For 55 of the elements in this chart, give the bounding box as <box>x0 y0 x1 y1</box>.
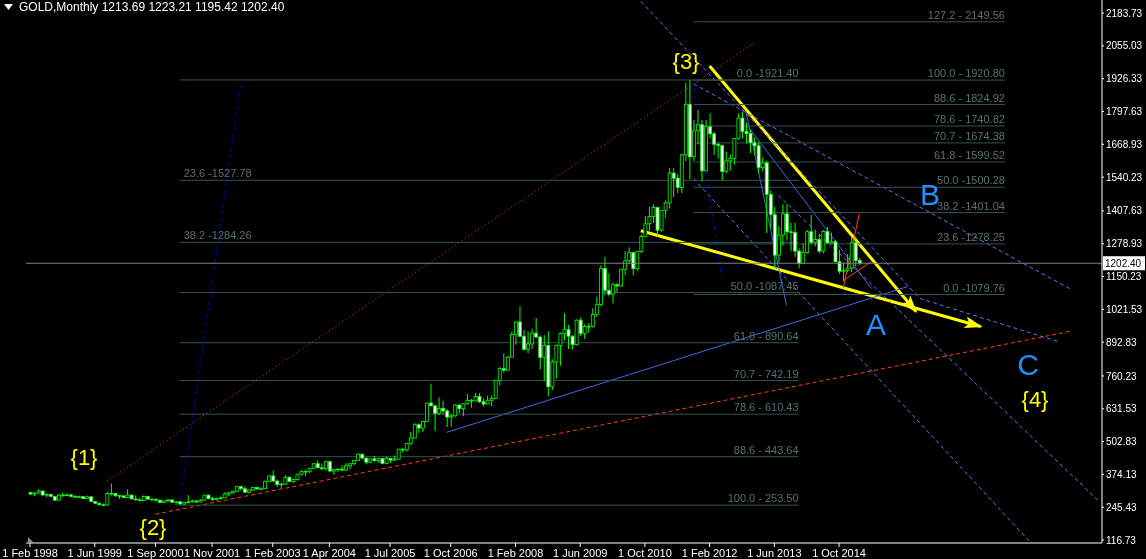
chart-title: GOLD,Monthly 1213.69 1223.21 1195.42 1202.40 <box>19 0 285 14</box>
annotation: 50.0 -1500.28 <box>937 174 1005 187</box>
annotation: {4} <box>1021 387 1049 412</box>
annotation: 88.6 - 443.64 <box>733 443 799 456</box>
annotation: 100.0 - 1920.80 <box>927 67 1005 80</box>
annotation: 78.6 - 1740.82 <box>933 112 1005 125</box>
annotation: A <box>865 308 887 341</box>
annotation: 23.6 -1527.78 <box>183 167 252 180</box>
x-tick-label: 1 Sep 2000 <box>127 546 184 559</box>
y-tick-label: 1926.33 <box>1106 73 1143 85</box>
y-tick-label: 892.83 <box>1106 336 1138 348</box>
y-tick-label: 374.13 <box>1106 468 1138 480</box>
x-tick-label: 1 Jul 2005 <box>364 546 416 559</box>
ref-line-label: 1202.40 <box>1105 258 1142 270</box>
y-tick-label: 1540.23 <box>1106 171 1143 183</box>
x-tick-label: 1 Feb 2003 <box>244 546 301 559</box>
x-tick-label: 1 Jun 2013 <box>747 546 802 559</box>
annotation: {1} <box>70 445 98 470</box>
x-tick-label: 1 Nov 2001 <box>183 546 241 559</box>
annotation: {2} <box>139 515 167 540</box>
y-tick-label: 1278.93 <box>1106 238 1143 250</box>
annotation: 127.2 - 2149.56 <box>927 8 1005 21</box>
y-tick-label: 116.73 <box>1106 534 1137 546</box>
annotation: 0.0 -1921.40 <box>736 66 799 79</box>
y-tick-label: 1021.53 <box>1106 303 1143 315</box>
x-tick-label: 1 Apr 2004 <box>302 546 356 559</box>
annotation: 88.6 - 1824.92 <box>933 91 1005 104</box>
y-tick-label: 1797.63 <box>1106 106 1143 118</box>
annotation: 61.8 - 1599.52 <box>933 149 1005 161</box>
x-tick-label: 1 Jun 1999 <box>67 546 122 559</box>
annotation: {3} <box>672 49 700 74</box>
y-tick-label: 760.23 <box>1106 370 1138 382</box>
x-tick-label: 1 Feb 2008 <box>487 546 544 559</box>
x-tick-label: 1 Jun 2009 <box>552 546 608 559</box>
annotation: 70.7 - 1674.38 <box>933 129 1005 142</box>
annotation: 38.2 -1284.26 <box>183 229 252 242</box>
x-tick-label: 1 Oct 2014 <box>812 546 866 559</box>
x-tick-label: 1 Oct 2010 <box>617 546 672 559</box>
x-tick-label: 1 Feb 2012 <box>681 546 738 559</box>
y-tick-label: 1407.63 <box>1106 205 1143 217</box>
x-tick-label: 1 Oct 2006 <box>423 546 478 559</box>
y-tick-label: 1668.93 <box>1106 138 1143 150</box>
annotation: 78.6 - 610.43 <box>733 401 799 414</box>
x-tick-label: 1 Feb 1998 <box>2 546 58 559</box>
annotation: 100.0 - 253.50 <box>727 492 799 505</box>
annotation: 70.7 - 742.19 <box>733 367 799 380</box>
annotation: 23.6 -1278.25 <box>937 230 1005 243</box>
y-tick-label: 502.83 <box>1106 436 1138 448</box>
y-tick-label: 245.43 <box>1106 501 1138 513</box>
y-tick-label: 2183.73 <box>1106 7 1143 19</box>
annotation: C <box>1017 348 1039 381</box>
y-tick-label: 631.53 <box>1106 403 1138 415</box>
y-tick-label: 1150.23 <box>1106 271 1142 283</box>
annotation: 0.0 -1079.76 <box>943 281 1005 294</box>
y-tick-label: 2055.03 <box>1106 40 1143 52</box>
